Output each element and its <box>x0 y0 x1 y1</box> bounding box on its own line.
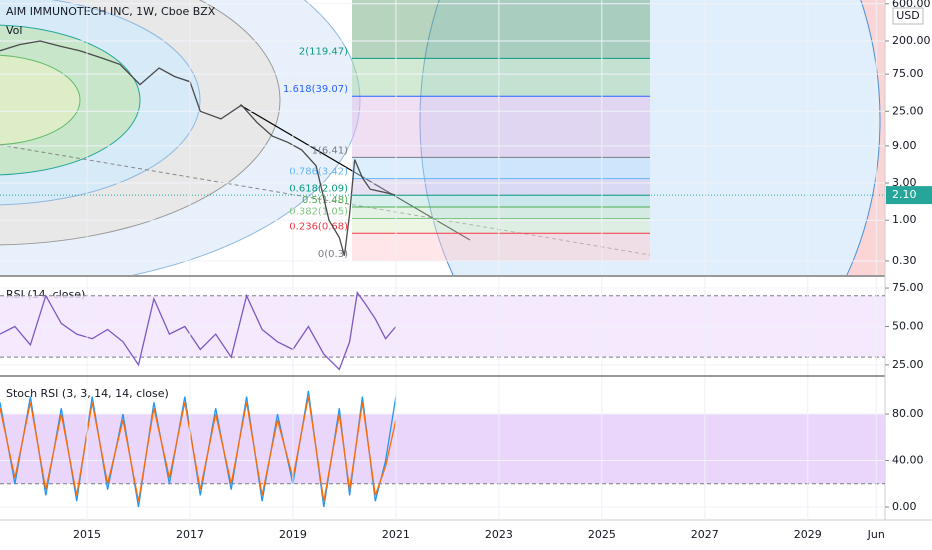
fib-label: 0.5(1.48) <box>302 195 348 206</box>
fib-circle <box>0 54 81 146</box>
fib-label: 0(0.3) <box>318 249 348 260</box>
y-tick-label: 80.00 <box>892 407 924 420</box>
fib-zone <box>352 0 650 59</box>
x-tick-label: 2029 <box>794 528 822 541</box>
x-tick-label: 2015 <box>73 528 101 541</box>
y-tick-label: 0.00 <box>892 500 917 513</box>
x-tick-label: 2025 <box>588 528 616 541</box>
fib-zone <box>352 157 650 179</box>
x-tick-label: 2023 <box>485 528 513 541</box>
pane <box>0 3 885 262</box>
fib-label: 0.236(0.68) <box>289 221 348 232</box>
y-tick-label: 0.30 <box>892 254 917 267</box>
fib-label: 0.786(3.42) <box>289 167 348 178</box>
series-line <box>0 291 397 371</box>
y-tick-label: 25.00 <box>892 358 924 371</box>
chart-title: AIM IMMUNOTECH INC, 1W, Cboe BZX <box>6 5 216 18</box>
y-tick-label: 75.00 <box>892 281 924 294</box>
x-tick-label: 2017 <box>176 528 204 541</box>
currency-box[interactable] <box>892 7 924 25</box>
pane <box>0 390 885 508</box>
series-line <box>0 40 397 256</box>
y-tick-label: 600.00 <box>892 0 931 10</box>
fib-label: 1(6.41) <box>312 145 349 156</box>
x-tick-label: 2019 <box>279 528 307 541</box>
y-tick-label: 200.00 <box>892 34 931 47</box>
last-price-box <box>886 186 932 205</box>
y-tick-label: 25.00 <box>892 104 924 117</box>
fib-retracement: 2(119.47) 1.618(39.07) 1(6.41) 0.786(3.42) 0… <box>283 0 650 262</box>
last-price-label: 2.10 <box>892 188 917 201</box>
y-tick-label: 1.00 <box>892 213 917 226</box>
volume-label: Vol <box>6 24 22 37</box>
x-tick-label: 2021 <box>382 528 410 541</box>
fib-label: 1.618(39.07) <box>283 84 348 95</box>
y-tick-label: 40.00 <box>892 454 924 467</box>
x-tick-label: 2027 <box>691 528 719 541</box>
fib-label: 0.382(1.05) <box>289 207 348 218</box>
y-tick-label: 9.00 <box>892 139 917 152</box>
series-line <box>0 396 397 502</box>
fib-zone <box>352 233 650 261</box>
y-tick-label: 75.00 <box>892 67 924 80</box>
currency[interactable]: USD <box>896 9 920 22</box>
fib-zone <box>352 195 650 207</box>
y-tick-label: 3.00 <box>892 176 917 189</box>
fib-zone <box>352 96 650 158</box>
fib-zone <box>352 178 650 196</box>
fib-label: 2(119.47) <box>299 46 348 57</box>
y-tick-label: 50.00 <box>892 319 924 332</box>
fib-zone <box>352 206 650 219</box>
fib-label: 0.618(2.09) <box>289 183 348 194</box>
x-tick-label: Jun <box>867 528 885 541</box>
fib-zone <box>352 218 650 234</box>
fib-zone <box>352 58 650 97</box>
pane <box>0 287 885 371</box>
